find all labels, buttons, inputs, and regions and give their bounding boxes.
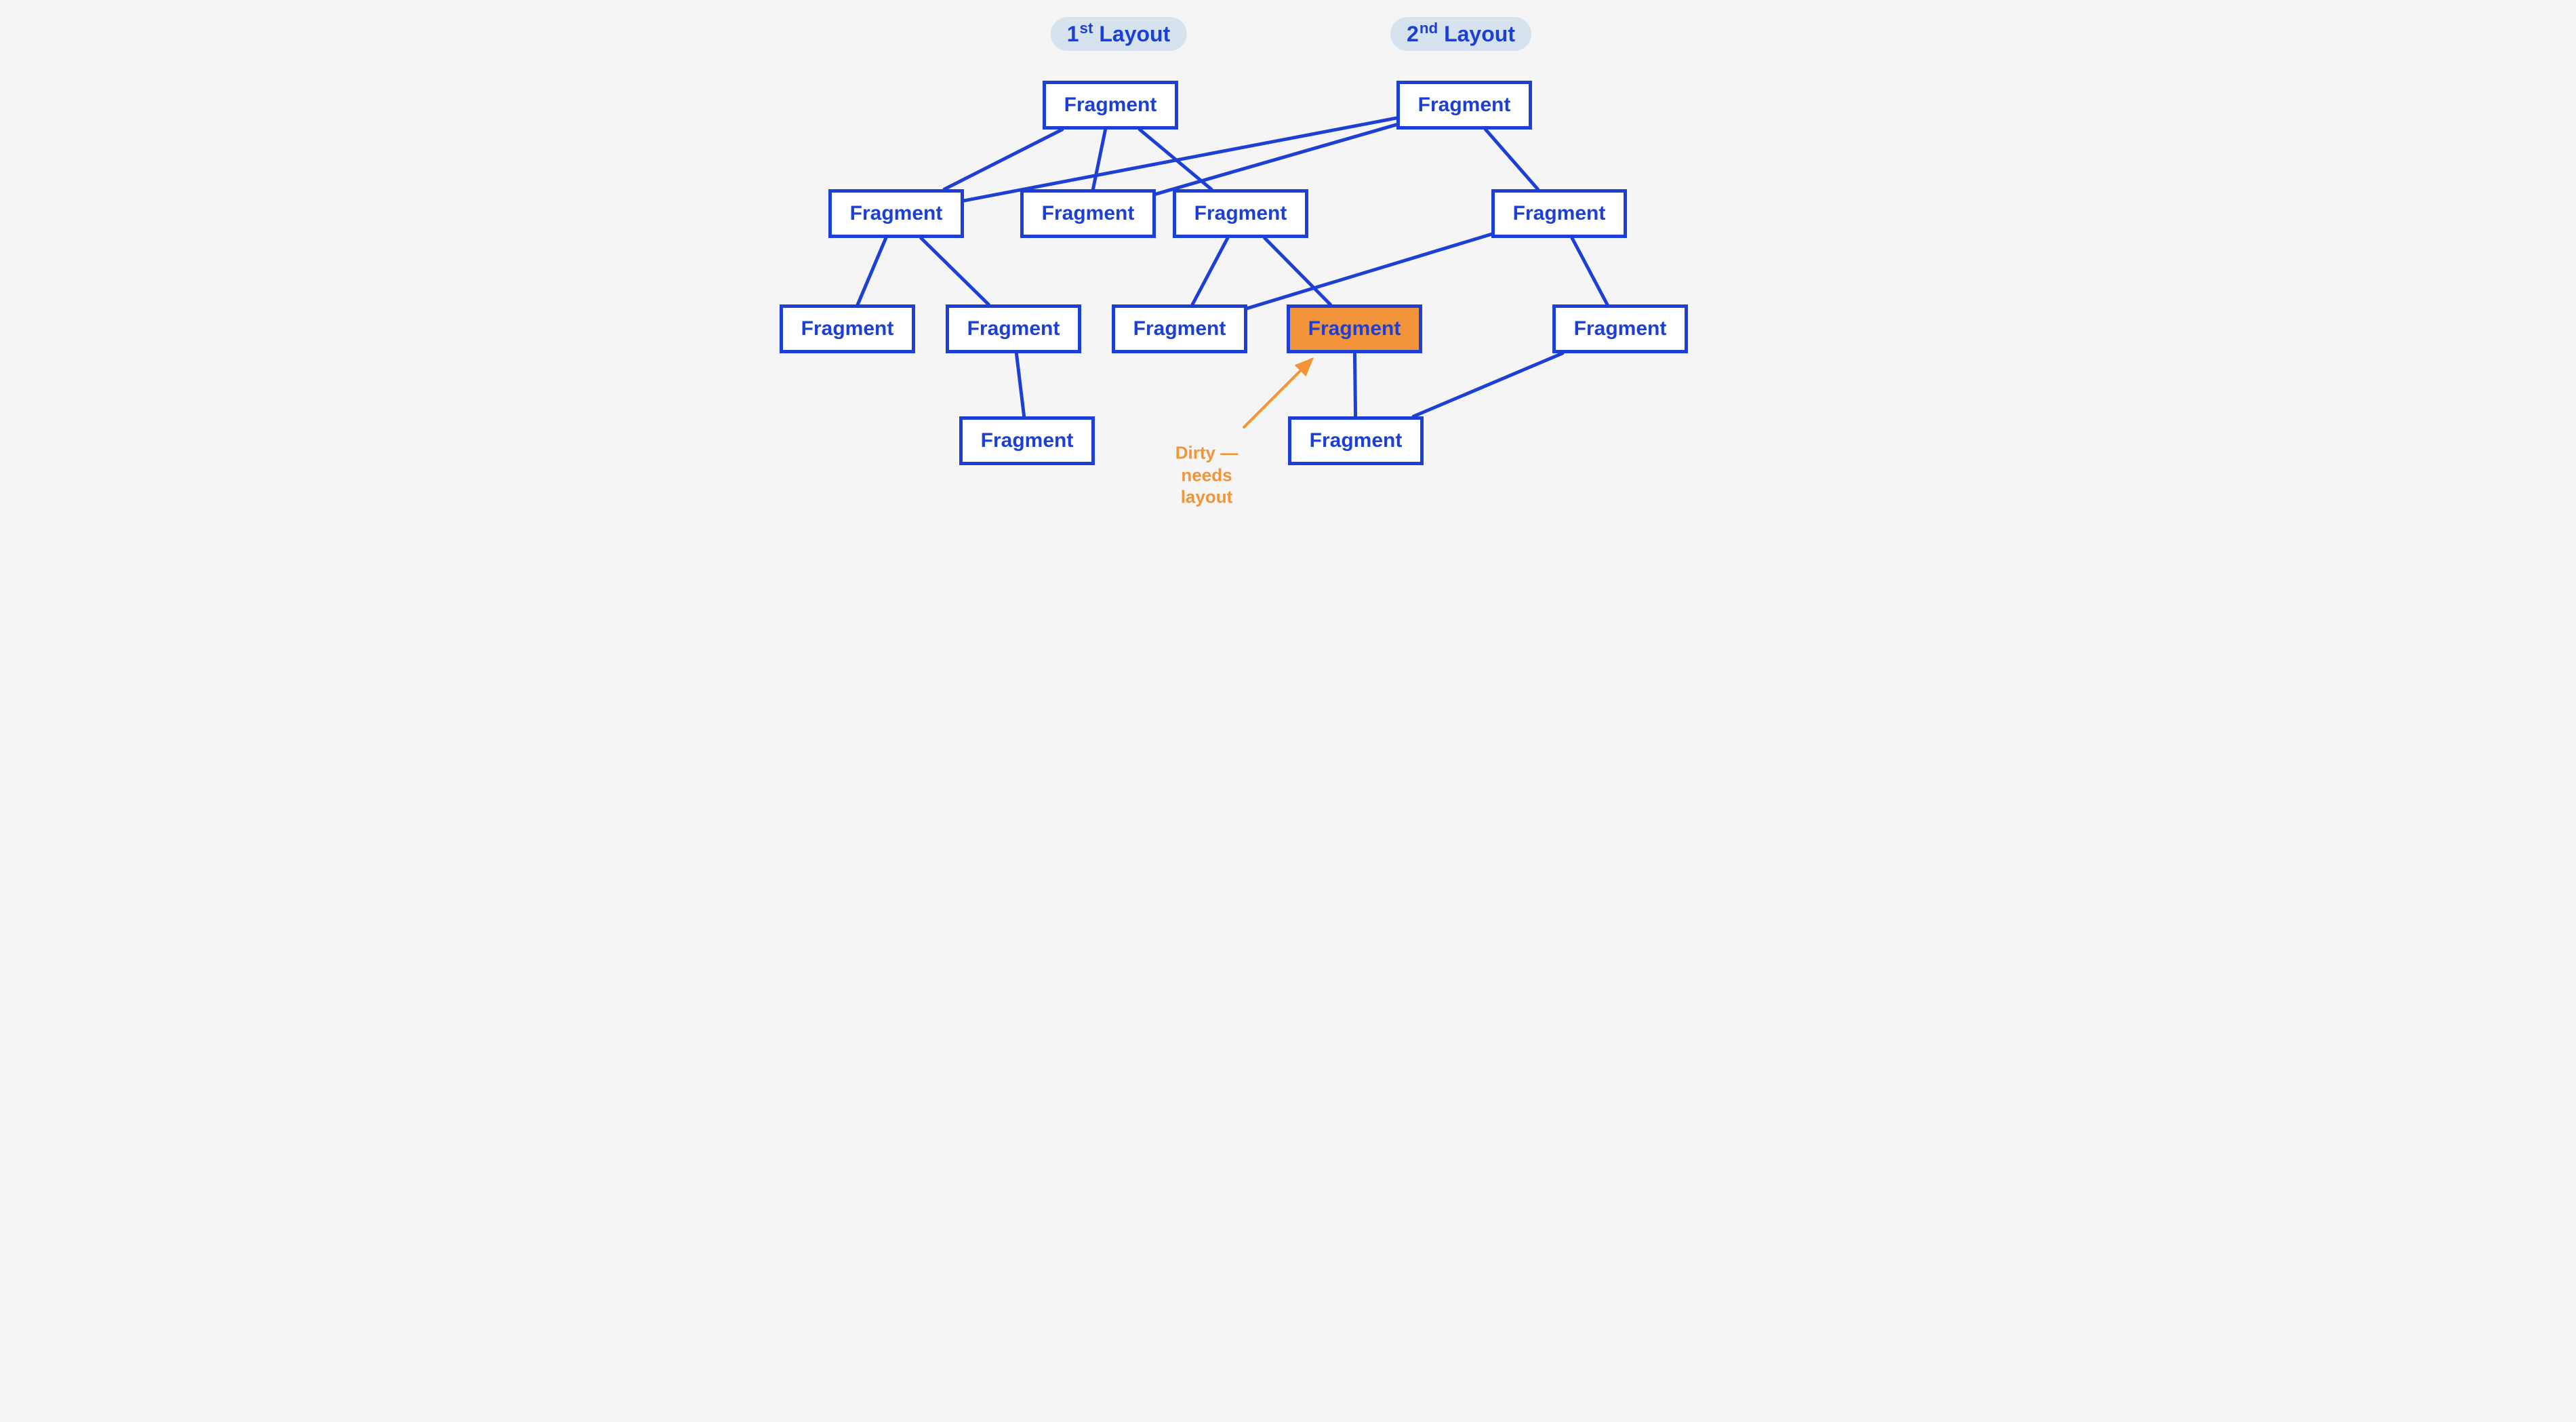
- title-sup: st: [1080, 20, 1093, 37]
- fragment-node-L1g: Fragment: [959, 416, 1095, 465]
- edge: [1354, 353, 1355, 416]
- fragment-node-L1f: Fragment: [1112, 304, 1247, 353]
- fragment-label: Fragment: [1194, 202, 1287, 225]
- edge: [964, 118, 1396, 201]
- edge: [1192, 238, 1228, 304]
- fragment-label: Fragment: [1042, 202, 1135, 225]
- fragment-label: Fragment: [1574, 317, 1667, 340]
- title1: 1st Layout: [1051, 17, 1187, 51]
- fragment-node-L2a: Fragment: [1491, 189, 1627, 238]
- title-pre: 2: [1407, 22, 1419, 46]
- fragment-node-L1a: Fragment: [828, 189, 964, 238]
- fragment-node-L1root: Fragment: [1043, 81, 1178, 130]
- title-sup: nd: [1420, 20, 1438, 37]
- fragment-label: Fragment: [1133, 317, 1226, 340]
- fragment-label: Fragment: [850, 202, 943, 225]
- title-post: Layout: [1093, 22, 1170, 46]
- title-pre: 1: [1067, 22, 1079, 46]
- edge: [1572, 238, 1607, 304]
- fragment-node-L1d: Fragment: [780, 304, 915, 353]
- edge: [1016, 353, 1024, 416]
- edge: [1156, 125, 1396, 194]
- title2: 2nd Layout: [1390, 17, 1531, 51]
- fragment-node-L1c: Fragment: [1173, 189, 1308, 238]
- fragment-label: Fragment: [1310, 429, 1403, 452]
- title-post: Layout: [1438, 22, 1515, 46]
- edge: [944, 130, 1062, 189]
- edge: [1265, 238, 1331, 304]
- edge: [1413, 353, 1563, 416]
- fragment-label: Fragment: [1418, 94, 1511, 117]
- edge: [1486, 130, 1538, 189]
- fragment-label: Fragment: [1513, 202, 1606, 225]
- fragment-label: Fragment: [967, 317, 1060, 340]
- edge: [858, 238, 886, 304]
- fragment-label: Fragment: [981, 429, 1074, 452]
- edge: [1247, 234, 1491, 308]
- edge: [921, 238, 989, 304]
- edge: [1140, 130, 1211, 189]
- edge: [1093, 130, 1105, 189]
- fragment-node-L1e: Fragment: [946, 304, 1081, 353]
- diagram-stage: 1st Layout2nd LayoutFragmentFragmentFrag…: [766, 0, 1810, 576]
- fragment-label: Fragment: [1064, 94, 1157, 117]
- fragment-node-child: Fragment: [1288, 416, 1424, 465]
- edges-layer: [766, 0, 1810, 576]
- fragment-node-L1b: Fragment: [1020, 189, 1156, 238]
- fragment-label: Fragment: [801, 317, 894, 340]
- fragment-node-L2b: Fragment: [1552, 304, 1688, 353]
- dirty-annotation: Dirty — needs layout: [1175, 441, 1238, 508]
- fragment-node-dirty: Fragment: [1287, 304, 1422, 353]
- fragment-node-L2root: Fragment: [1396, 81, 1532, 130]
- fragment-label: Fragment: [1308, 317, 1401, 340]
